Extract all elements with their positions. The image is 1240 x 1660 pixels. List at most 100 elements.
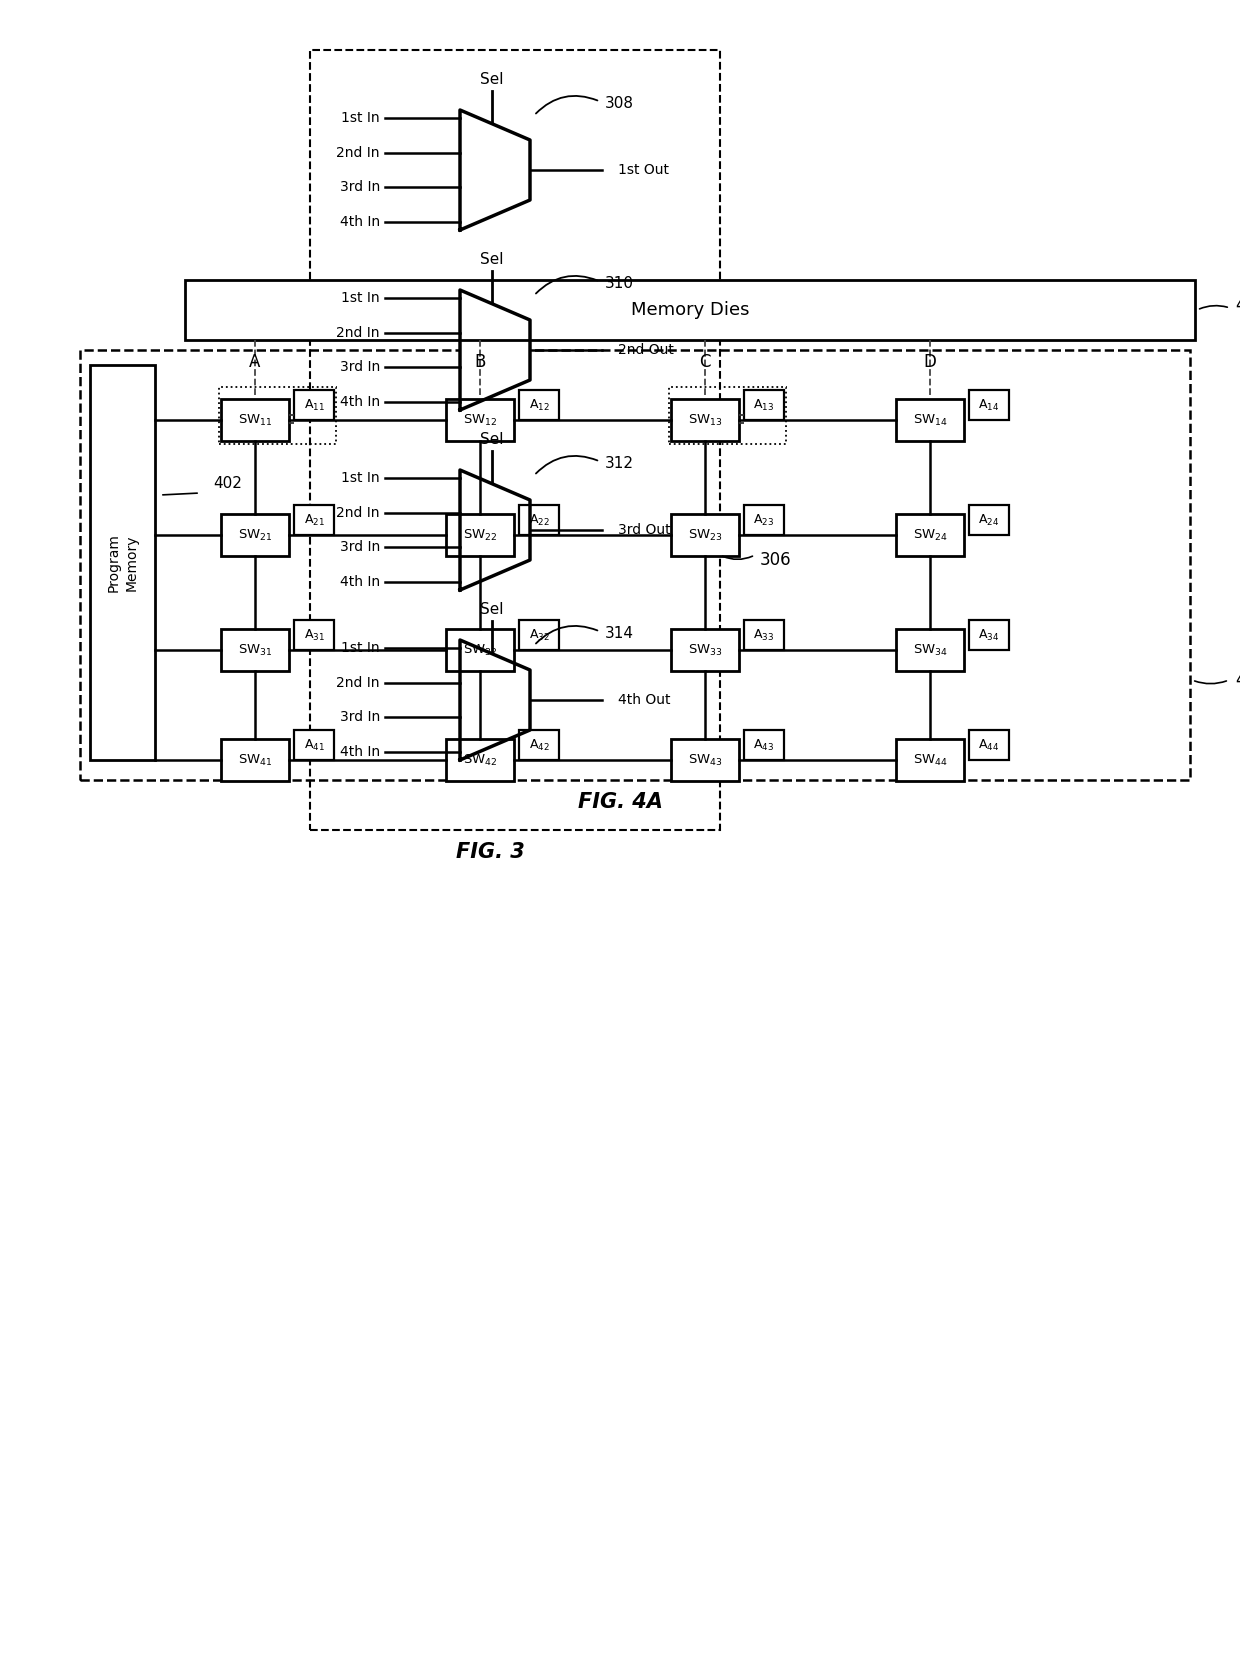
Bar bbox=[968, 619, 1009, 651]
Text: A: A bbox=[249, 354, 260, 370]
Bar bbox=[294, 730, 334, 760]
Text: 1st Out: 1st Out bbox=[618, 163, 670, 178]
Text: 4th In: 4th In bbox=[340, 216, 379, 229]
Text: Sel: Sel bbox=[480, 432, 503, 447]
Text: SW$_{21}$: SW$_{21}$ bbox=[238, 528, 273, 543]
Bar bbox=[219, 387, 336, 443]
Text: A$_{43}$: A$_{43}$ bbox=[754, 737, 775, 752]
Text: Memory Dies: Memory Dies bbox=[631, 300, 749, 319]
Text: 4th Out: 4th Out bbox=[618, 692, 671, 707]
Text: 1st In: 1st In bbox=[341, 290, 379, 305]
Text: A$_{11}$: A$_{11}$ bbox=[304, 397, 325, 413]
Bar bbox=[897, 629, 963, 671]
Text: A$_{32}$: A$_{32}$ bbox=[528, 627, 549, 642]
Bar bbox=[185, 281, 1195, 340]
Bar bbox=[671, 398, 739, 442]
Polygon shape bbox=[460, 110, 529, 231]
Text: SW$_{32}$: SW$_{32}$ bbox=[463, 642, 497, 657]
Text: SW$_{14}$: SW$_{14}$ bbox=[913, 412, 947, 428]
Text: A$_{33}$: A$_{33}$ bbox=[754, 627, 775, 642]
Text: Sel: Sel bbox=[480, 252, 503, 267]
Text: 308: 308 bbox=[605, 96, 634, 111]
Text: 3rd In: 3rd In bbox=[340, 541, 379, 554]
Bar bbox=[671, 739, 739, 780]
Polygon shape bbox=[460, 290, 529, 410]
Text: SW$_{22}$: SW$_{22}$ bbox=[463, 528, 497, 543]
Bar bbox=[671, 629, 739, 671]
Bar bbox=[221, 739, 289, 780]
Bar bbox=[91, 365, 155, 760]
Bar bbox=[968, 505, 1009, 535]
Bar bbox=[897, 515, 963, 556]
Bar bbox=[897, 398, 963, 442]
Text: 2nd In: 2nd In bbox=[336, 325, 379, 340]
Text: A$_{21}$: A$_{21}$ bbox=[304, 513, 325, 528]
Text: 400: 400 bbox=[1235, 671, 1240, 689]
Bar bbox=[744, 730, 784, 760]
Bar bbox=[294, 390, 334, 420]
Text: SW$_{24}$: SW$_{24}$ bbox=[913, 528, 947, 543]
Bar bbox=[446, 739, 515, 780]
Text: A$_{31}$: A$_{31}$ bbox=[304, 627, 325, 642]
Text: 4th In: 4th In bbox=[340, 395, 379, 408]
Text: A$_{13}$: A$_{13}$ bbox=[754, 397, 775, 413]
Bar bbox=[294, 619, 334, 651]
Bar bbox=[221, 398, 289, 442]
Text: 3rd In: 3rd In bbox=[340, 710, 379, 724]
Text: FIG. 3: FIG. 3 bbox=[455, 842, 525, 862]
Polygon shape bbox=[460, 641, 529, 760]
Text: Sel: Sel bbox=[480, 71, 503, 86]
Bar bbox=[968, 390, 1009, 420]
Bar bbox=[446, 629, 515, 671]
Text: 1st In: 1st In bbox=[341, 471, 379, 485]
Text: 3rd In: 3rd In bbox=[340, 360, 379, 375]
Polygon shape bbox=[460, 470, 529, 589]
Bar bbox=[897, 739, 963, 780]
Text: A$_{44}$: A$_{44}$ bbox=[978, 737, 999, 752]
Bar bbox=[221, 515, 289, 556]
Text: A$_{24}$: A$_{24}$ bbox=[978, 513, 999, 528]
Text: 1st In: 1st In bbox=[341, 641, 379, 656]
Text: SW$_{41}$: SW$_{41}$ bbox=[238, 752, 273, 767]
Bar bbox=[968, 730, 1009, 760]
Text: 402: 402 bbox=[213, 475, 242, 490]
Text: FIG. 4A: FIG. 4A bbox=[578, 792, 662, 812]
Text: A$_{22}$: A$_{22}$ bbox=[528, 513, 549, 528]
Bar bbox=[744, 390, 784, 420]
Text: 4th In: 4th In bbox=[340, 745, 379, 759]
Text: 3rd Out: 3rd Out bbox=[618, 523, 671, 536]
Bar bbox=[520, 730, 559, 760]
Bar bbox=[520, 505, 559, 535]
Text: D: D bbox=[924, 354, 936, 370]
Bar bbox=[744, 505, 784, 535]
Text: SW$_{13}$: SW$_{13}$ bbox=[688, 412, 723, 428]
Text: Program
Memory: Program Memory bbox=[107, 533, 139, 593]
Text: 306: 306 bbox=[760, 551, 791, 569]
Text: SW$_{44}$: SW$_{44}$ bbox=[913, 752, 947, 767]
Bar bbox=[671, 515, 739, 556]
Bar bbox=[221, 629, 289, 671]
Text: SW$_{23}$: SW$_{23}$ bbox=[688, 528, 723, 543]
Text: 1st In: 1st In bbox=[341, 111, 379, 124]
Text: 3rd In: 3rd In bbox=[340, 181, 379, 194]
Text: SW$_{31}$: SW$_{31}$ bbox=[238, 642, 273, 657]
Bar bbox=[81, 350, 1190, 780]
Text: B: B bbox=[475, 354, 486, 370]
Text: 4th In: 4th In bbox=[340, 574, 379, 589]
Bar bbox=[446, 398, 515, 442]
Text: A$_{14}$: A$_{14}$ bbox=[978, 397, 999, 413]
Text: 2nd Out: 2nd Out bbox=[618, 344, 673, 357]
Text: A$_{41}$: A$_{41}$ bbox=[304, 737, 325, 752]
Text: A$_{42}$: A$_{42}$ bbox=[528, 737, 549, 752]
Text: SW$_{43}$: SW$_{43}$ bbox=[688, 752, 723, 767]
Text: C: C bbox=[699, 354, 711, 370]
Text: A$_{23}$: A$_{23}$ bbox=[754, 513, 775, 528]
Text: 2nd In: 2nd In bbox=[336, 676, 379, 689]
Text: SW$_{11}$: SW$_{11}$ bbox=[238, 412, 273, 428]
Bar bbox=[310, 50, 720, 830]
Text: 312: 312 bbox=[605, 457, 634, 471]
Bar bbox=[446, 515, 515, 556]
Text: SW$_{42}$: SW$_{42}$ bbox=[463, 752, 497, 767]
Text: 2nd In: 2nd In bbox=[336, 506, 379, 520]
Bar bbox=[744, 619, 784, 651]
